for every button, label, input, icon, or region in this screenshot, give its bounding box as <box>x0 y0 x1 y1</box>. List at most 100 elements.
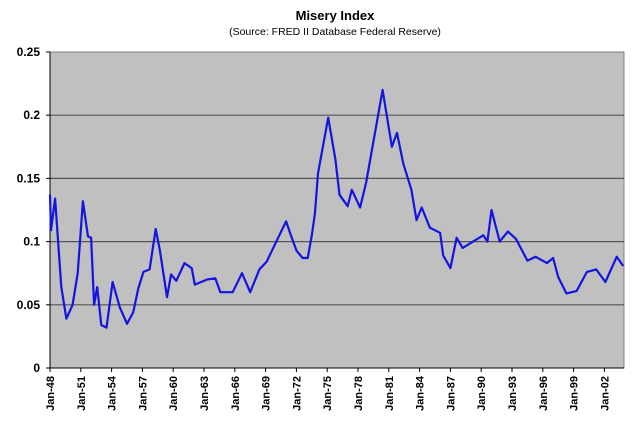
y-tick-label: 0.2 <box>23 108 40 122</box>
data-point <box>396 132 398 134</box>
data-point <box>71 304 74 306</box>
data-point <box>552 257 554 259</box>
chart-title: Misery Index <box>296 8 376 23</box>
data-point <box>420 206 423 209</box>
y-axis: 0 0.05 0.1 0.15 0.2 0.25 <box>17 45 51 375</box>
data-point <box>449 267 452 269</box>
x-tick-label: Jan-96 <box>538 376 550 411</box>
data-point <box>105 326 108 329</box>
data-point <box>429 226 431 229</box>
x-tick-label: Jan-54 <box>107 375 119 411</box>
x-tick-label: Jan-75 <box>322 376 334 411</box>
data-point <box>194 283 196 286</box>
data-point <box>351 189 353 191</box>
data-point <box>148 268 151 271</box>
x-tick-label: Jan-72 <box>291 376 303 411</box>
y-tick-label: 0 <box>33 361 40 375</box>
data-point <box>498 240 501 243</box>
data-point <box>317 172 319 175</box>
data-point <box>60 286 63 288</box>
data-point <box>359 206 361 209</box>
data-point <box>482 234 485 237</box>
x-tick-label: Jan-60 <box>168 376 180 411</box>
data-point <box>311 234 313 237</box>
data-point <box>461 247 464 249</box>
data-point <box>219 291 222 294</box>
data-point <box>402 162 405 164</box>
data-point <box>565 292 568 295</box>
data-point <box>276 239 278 242</box>
data-point <box>604 281 607 283</box>
data-point <box>206 278 208 281</box>
data-point <box>486 240 489 243</box>
x-tick-label: Jan-78 <box>353 376 365 411</box>
data-point <box>258 268 261 271</box>
data-point <box>175 280 178 282</box>
chart-subtitle: (Source: FRED II Database Federal Reserv… <box>229 26 441 38</box>
data-point <box>526 259 529 262</box>
x-tick-label: Jan-69 <box>261 376 273 411</box>
data-point <box>442 254 445 257</box>
data-point <box>534 255 537 258</box>
data-point <box>381 89 384 91</box>
data-point <box>82 200 84 202</box>
data-point <box>515 238 517 240</box>
x-tick-label: Jan-51 <box>76 376 88 411</box>
x-tick-label: Jan-87 <box>445 376 457 411</box>
data-point <box>391 146 393 148</box>
data-point <box>507 230 509 233</box>
data-point <box>301 257 304 259</box>
x-tick-label: Jan-66 <box>230 376 242 411</box>
x-tick-label: Jan-93 <box>507 376 519 411</box>
data-point <box>490 209 493 211</box>
data-point <box>455 237 458 239</box>
series-layer <box>48 88 624 329</box>
data-point <box>214 277 217 280</box>
data-point <box>154 228 157 230</box>
data-point <box>365 181 368 183</box>
data-point <box>119 306 121 309</box>
x-tick-label: Jan-48 <box>45 376 57 411</box>
data-point <box>90 237 92 239</box>
data-point <box>111 281 114 283</box>
data-point <box>346 205 349 207</box>
data-point <box>586 271 588 273</box>
data-point <box>137 287 140 290</box>
data-point <box>334 158 337 161</box>
x-axis: Jan-48 Jan-51 Jan-54 Jan-57 Jan-60 Jan-63 Jan-… <box>45 367 624 411</box>
data-point <box>622 264 624 267</box>
y-tick-label: 0.05 <box>17 298 41 312</box>
data-point <box>76 272 79 275</box>
data-point <box>557 276 559 278</box>
data-point <box>290 235 293 238</box>
x-tick-label: Jan-02 <box>599 376 611 411</box>
data-point <box>249 291 251 294</box>
y-tick-label: 0.25 <box>17 45 41 59</box>
data-point <box>410 189 413 191</box>
x-tick-label: Jan-84 <box>415 375 427 411</box>
data-point <box>415 219 418 221</box>
x-tick-label: Jan-63 <box>199 376 211 411</box>
x-tick-label: Jan-99 <box>569 376 581 411</box>
data-point <box>595 268 597 271</box>
data-point <box>159 249 161 252</box>
data-point <box>306 257 309 259</box>
data-point <box>295 249 298 252</box>
data-point <box>314 213 316 215</box>
data-point <box>231 291 234 294</box>
data-point <box>575 290 578 292</box>
data-point <box>439 232 441 234</box>
data-point <box>50 229 52 231</box>
data-point <box>49 194 51 196</box>
data-point <box>126 323 128 325</box>
x-tick-label: Jan-90 <box>476 376 488 411</box>
plot-area <box>49 51 625 369</box>
data-point <box>170 273 172 276</box>
data-point <box>87 235 89 238</box>
data-point <box>190 267 193 269</box>
data-point <box>338 194 341 196</box>
data-point <box>132 311 134 314</box>
data-point <box>166 296 168 299</box>
x-tick-label: Jan-81 <box>384 376 396 411</box>
